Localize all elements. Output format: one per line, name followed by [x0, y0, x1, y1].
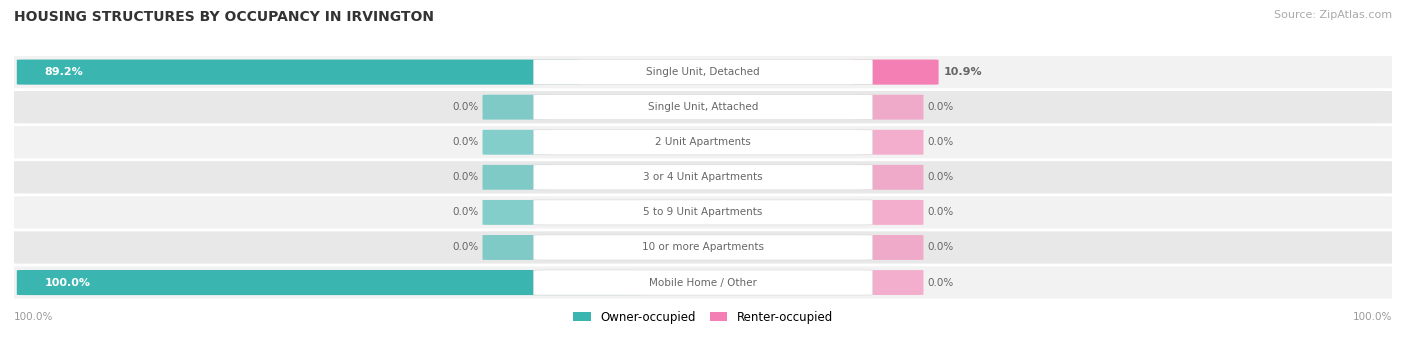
Text: Mobile Home / Other: Mobile Home / Other	[650, 278, 756, 287]
FancyBboxPatch shape	[855, 95, 924, 120]
Text: 100.0%: 100.0%	[45, 278, 90, 287]
Text: 0.0%: 0.0%	[453, 242, 478, 252]
FancyBboxPatch shape	[855, 200, 924, 225]
Text: Source: ZipAtlas.com: Source: ZipAtlas.com	[1274, 10, 1392, 20]
Legend: Owner-occupied, Renter-occupied: Owner-occupied, Renter-occupied	[568, 306, 838, 328]
FancyBboxPatch shape	[533, 60, 873, 85]
Text: 0.0%: 0.0%	[453, 207, 478, 218]
FancyBboxPatch shape	[0, 266, 1406, 299]
FancyBboxPatch shape	[0, 161, 1406, 193]
FancyBboxPatch shape	[482, 200, 551, 225]
Text: Single Unit, Detached: Single Unit, Detached	[647, 67, 759, 77]
Text: 0.0%: 0.0%	[453, 172, 478, 182]
Text: 0.0%: 0.0%	[928, 207, 953, 218]
Text: Single Unit, Attached: Single Unit, Attached	[648, 102, 758, 112]
Text: 10.9%: 10.9%	[943, 67, 983, 77]
FancyBboxPatch shape	[17, 60, 579, 85]
Text: 0.0%: 0.0%	[453, 137, 478, 147]
Text: 0.0%: 0.0%	[453, 102, 478, 112]
Text: 5 to 9 Unit Apartments: 5 to 9 Unit Apartments	[644, 207, 762, 218]
FancyBboxPatch shape	[533, 130, 873, 155]
FancyBboxPatch shape	[0, 126, 1406, 158]
FancyBboxPatch shape	[533, 200, 873, 225]
FancyBboxPatch shape	[533, 235, 873, 260]
FancyBboxPatch shape	[0, 196, 1406, 228]
Text: HOUSING STRUCTURES BY OCCUPANCY IN IRVINGTON: HOUSING STRUCTURES BY OCCUPANCY IN IRVIN…	[14, 10, 434, 24]
Text: 89.2%: 89.2%	[45, 67, 83, 77]
FancyBboxPatch shape	[533, 94, 873, 120]
FancyBboxPatch shape	[0, 91, 1406, 123]
FancyBboxPatch shape	[482, 165, 551, 190]
Text: 100.0%: 100.0%	[14, 312, 53, 322]
FancyBboxPatch shape	[0, 231, 1406, 264]
Text: 0.0%: 0.0%	[928, 172, 953, 182]
FancyBboxPatch shape	[0, 56, 1406, 88]
FancyBboxPatch shape	[851, 60, 939, 85]
FancyBboxPatch shape	[533, 270, 873, 295]
Text: 3 or 4 Unit Apartments: 3 or 4 Unit Apartments	[643, 172, 763, 182]
FancyBboxPatch shape	[855, 130, 924, 155]
Text: 0.0%: 0.0%	[928, 242, 953, 252]
FancyBboxPatch shape	[855, 165, 924, 190]
Text: 0.0%: 0.0%	[928, 102, 953, 112]
FancyBboxPatch shape	[855, 270, 924, 295]
FancyBboxPatch shape	[482, 95, 551, 120]
FancyBboxPatch shape	[17, 270, 645, 295]
FancyBboxPatch shape	[482, 130, 551, 155]
Text: 0.0%: 0.0%	[928, 278, 953, 287]
Text: 2 Unit Apartments: 2 Unit Apartments	[655, 137, 751, 147]
FancyBboxPatch shape	[482, 235, 551, 260]
FancyBboxPatch shape	[855, 235, 924, 260]
Text: 10 or more Apartments: 10 or more Apartments	[643, 242, 763, 252]
Text: 100.0%: 100.0%	[1353, 312, 1392, 322]
Text: 0.0%: 0.0%	[928, 137, 953, 147]
FancyBboxPatch shape	[533, 165, 873, 190]
